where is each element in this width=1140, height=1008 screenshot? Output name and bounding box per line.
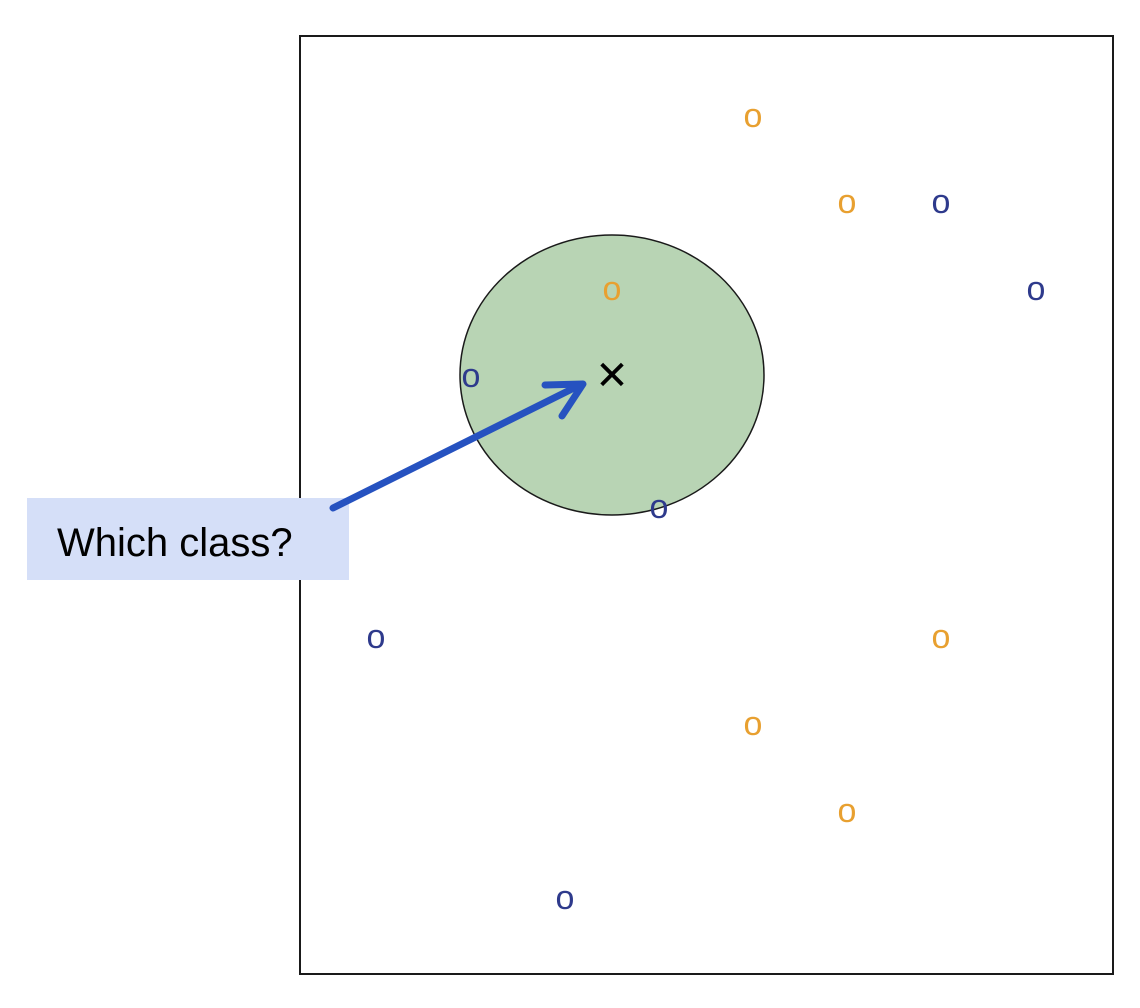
which-class-label: Which class? (57, 521, 293, 565)
orange-class-point: o (838, 792, 857, 830)
orange-class-point: o (932, 618, 951, 656)
blue-class-point: o (462, 357, 481, 395)
blue-class-point: o (1027, 270, 1046, 308)
orange-class-point: o (603, 270, 622, 308)
plot-frame (299, 35, 1114, 975)
which-class-label-box (27, 498, 349, 580)
orange-class-point: o (744, 705, 763, 743)
blue-class-point: o (367, 618, 386, 656)
data-points: o o o o o o o o o o o o (367, 97, 1046, 917)
blue-class-point: o (556, 879, 575, 917)
orange-class-point: o (744, 97, 763, 135)
blue-class-point: o (650, 488, 669, 526)
arrow-to-query-point (329, 380, 587, 512)
query-point-marker: ✕ (595, 353, 629, 399)
neighborhood-circle (459, 234, 765, 516)
orange-class-point: o (838, 183, 857, 221)
blue-class-point: o (932, 183, 951, 221)
